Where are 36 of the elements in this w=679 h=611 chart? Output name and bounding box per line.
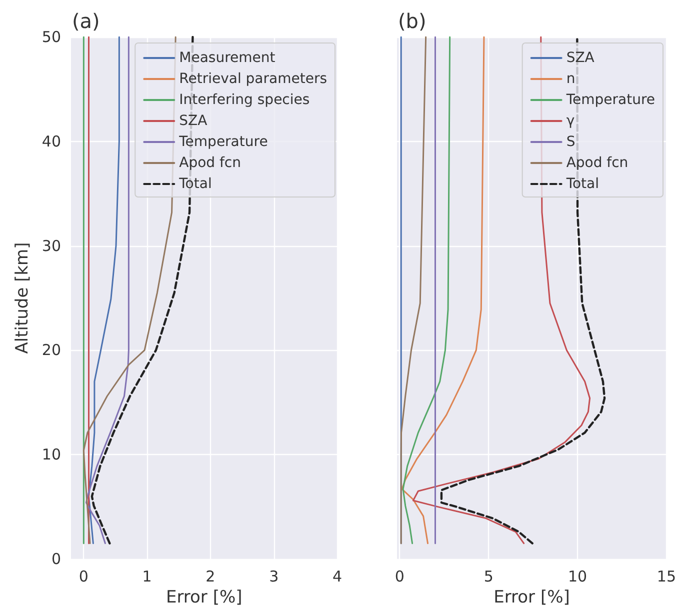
- chart-title: (b): [398, 9, 426, 33]
- y-tick-label: 40: [42, 132, 61, 150]
- x-tick-label: 10: [568, 568, 588, 586]
- legend-label: Measurement: [179, 50, 276, 66]
- x-tick-label: 4: [332, 568, 342, 586]
- legend-label: Temperature: [565, 92, 656, 108]
- legend-label: Apod fcn: [179, 155, 242, 171]
- y-tick-label: 50: [42, 28, 61, 46]
- x-tick-label: 1: [142, 568, 152, 586]
- y-axis-title: Altitude [km]: [12, 242, 33, 354]
- x-tick-label: 2: [206, 568, 216, 586]
- x-axis-title: Error [%]: [494, 588, 570, 608]
- legend-label: SZA: [566, 50, 595, 66]
- x-tick-label: 0: [394, 568, 404, 586]
- x-axis-title: Error [%]: [166, 588, 242, 608]
- y-tick-label: 0: [51, 550, 61, 568]
- line-series: [85, 36, 130, 544]
- legend-label: γ: [566, 113, 575, 129]
- legend-label: Interfering species: [179, 92, 310, 108]
- legend-label: Apod fcn: [566, 155, 628, 171]
- legend-label: Retrieval parameters: [179, 71, 328, 87]
- x-tick-label: 5: [484, 568, 494, 586]
- legend-label: Total: [178, 176, 212, 192]
- y-tick-label: 30: [42, 236, 61, 255]
- y-tick-label: 10: [42, 446, 61, 464]
- legend-label: Temperature: [178, 134, 268, 150]
- line-series: [88, 36, 120, 544]
- x-tick-label: 0: [78, 568, 88, 586]
- legend-label: S: [566, 134, 576, 150]
- x-tick-label: 15: [656, 568, 676, 586]
- legend-label: SZA: [179, 113, 208, 129]
- chart-title: (a): [72, 9, 100, 33]
- y-tick-label: 20: [42, 341, 61, 360]
- legend-label: n: [566, 71, 576, 87]
- legend-label: Total: [565, 176, 600, 192]
- x-tick-label: 3: [269, 568, 279, 586]
